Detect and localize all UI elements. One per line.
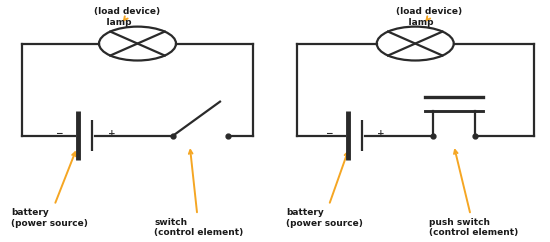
Text: +: +	[377, 129, 385, 138]
Text: battery
(power source): battery (power source)	[286, 152, 363, 227]
Text: (load device)
    lamp: (load device) lamp	[94, 7, 160, 27]
Text: −: −	[55, 129, 63, 138]
Text: battery
(power source): battery (power source)	[11, 152, 88, 227]
Text: −: −	[324, 129, 332, 138]
Text: (load device)
    lamp: (load device) lamp	[396, 7, 462, 27]
Text: switch
(control element): switch (control element)	[154, 150, 243, 237]
Text: +: +	[108, 129, 115, 138]
Text: push switch
(control element): push switch (control element)	[429, 150, 518, 237]
